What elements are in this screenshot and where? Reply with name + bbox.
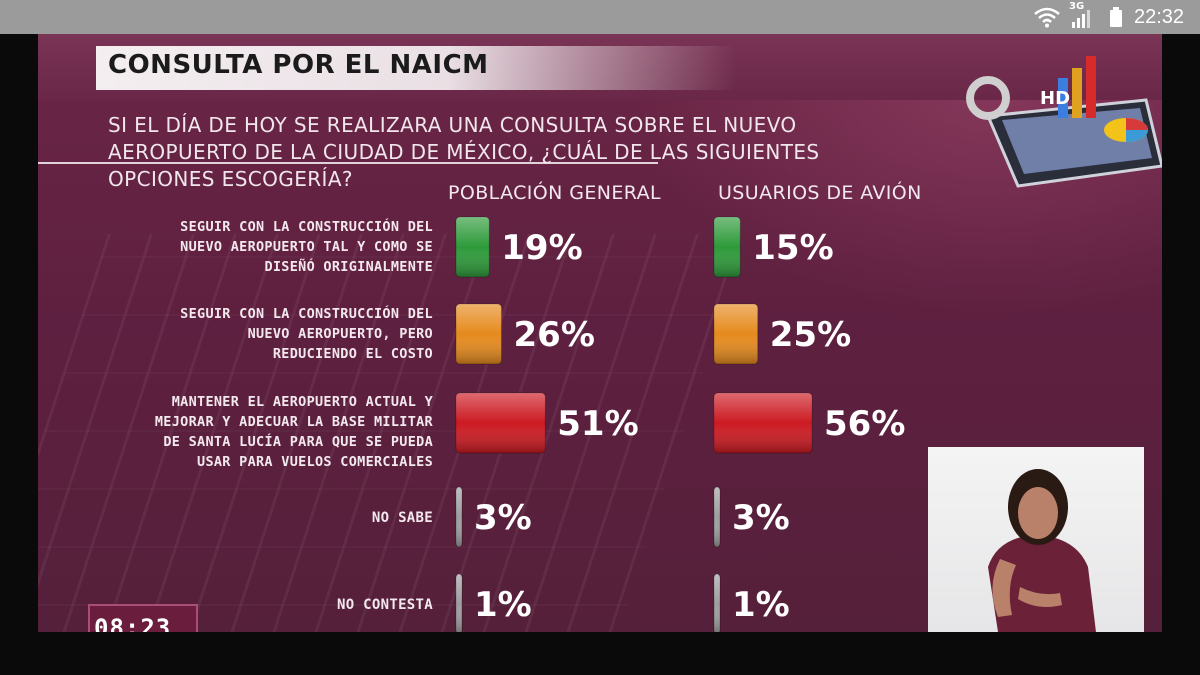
bottom-bar [0, 632, 1200, 675]
bar-shading [456, 574, 462, 632]
option-1-line-3: DISEÑÓ ORIGINALMENTE [264, 259, 433, 275]
value-label-general-4: 3% [474, 498, 532, 538]
status-clock: 22:32 [1134, 5, 1185, 28]
survey-question: SI EL DÍA DE HOY SE REALIZARA UNA CONSUL… [108, 113, 820, 191]
option-2-line-2: NUEVO AEROPUERTO, PERO [247, 326, 433, 342]
option-label-5: NO CONTESTA [78, 595, 433, 615]
bar-shading [456, 487, 462, 547]
wifi-icon [1033, 0, 1061, 34]
interpreter-figure [988, 469, 1096, 632]
option-label-1: SEGUIR CON LA CONSTRUCCIÓN DEL NUEVO AER… [78, 217, 433, 277]
bar-shading [714, 487, 720, 547]
option-label-4: NO SABE [78, 508, 433, 528]
logo-bar-yellow [1072, 68, 1082, 118]
value-label-airline-users-4: 3% [732, 498, 790, 538]
value-label-airline-users-5: 1% [732, 585, 790, 625]
option-label-3: MANTENER EL AEROPUERTO ACTUAL Y MEJORAR … [78, 392, 433, 472]
title-strip [96, 46, 736, 90]
bar-shading [456, 304, 502, 364]
bar-shading [714, 393, 812, 453]
column-header-general: POBLACIÓN GENERAL [448, 182, 661, 204]
logo-bar-blue [1058, 78, 1068, 118]
logo-bar-red [1086, 56, 1096, 118]
value-label-general-3: 51% [557, 404, 638, 444]
value-label-general-1: 19% [501, 228, 582, 268]
value-label-general-2: 26% [514, 315, 595, 355]
option-1-line-1: SEGUIR CON LA CONSTRUCCIÓN DEL [180, 219, 433, 235]
bar-shading [714, 574, 720, 632]
option-2-line-1: SEGUIR CON LA CONSTRUCCIÓN DEL [180, 306, 433, 322]
column-header-airline-users: USUARIOS DE AVIÓN [718, 182, 922, 204]
logo-ring [966, 76, 1010, 120]
value-label-airline-users-2: 25% [770, 315, 851, 355]
value-label-airline-users-3: 56% [824, 404, 905, 444]
sign-language-interpreter-inset [928, 447, 1144, 632]
chart-title: CONSULTA POR EL NAICM [108, 50, 489, 80]
question-divider [38, 162, 658, 164]
logo-text: HD [1040, 88, 1070, 109]
bar-shading [456, 217, 490, 277]
option-label-2: SEGUIR CON LA CONSTRUCCIÓN DEL NUEVO AER… [78, 304, 433, 364]
value-label-airline-users-1: 15% [752, 228, 833, 268]
signal-icon: 3G [1068, 0, 1094, 34]
broadcast-timer: 08:23 [88, 604, 198, 632]
option-4-line-1: NO SABE [371, 510, 433, 526]
battery-icon [1108, 0, 1124, 34]
status-bar: 3G 22:32 [0, 0, 1200, 34]
bar-shading [714, 304, 758, 364]
bar-chart: 19% 26% 51% 3% 1% 15% 25% 56% 3% 1% [455, 216, 905, 632]
option-3-line-3: DE SANTA LUCÍA PARA QUE SE PUEDA [163, 434, 433, 450]
bar-shading [456, 393, 546, 453]
option-1-line-2: NUEVO AEROPUERTO TAL Y COMO SE [180, 239, 433, 255]
option-2-line-3: REDUCIENDO EL COSTO [272, 346, 433, 362]
bar-shading [714, 217, 741, 277]
option-3-line-1: MANTENER EL AEROPUERTO ACTUAL Y [171, 394, 433, 410]
option-5-line-1: NO CONTESTA [336, 597, 433, 613]
option-3-line-4: USAR PARA VUELOS COMERCIALES [197, 454, 433, 470]
value-label-general-5: 1% [474, 585, 532, 625]
network-type: 3G [1069, 1, 1085, 12]
channel-logo: HD [966, 56, 1162, 188]
broadcast-frame: CONSULTA POR EL NAICM SI EL DÍA DE HOY S… [38, 34, 1162, 632]
option-3-line-2: MEJORAR Y ADECUAR LA BASE MILITAR [154, 414, 433, 430]
